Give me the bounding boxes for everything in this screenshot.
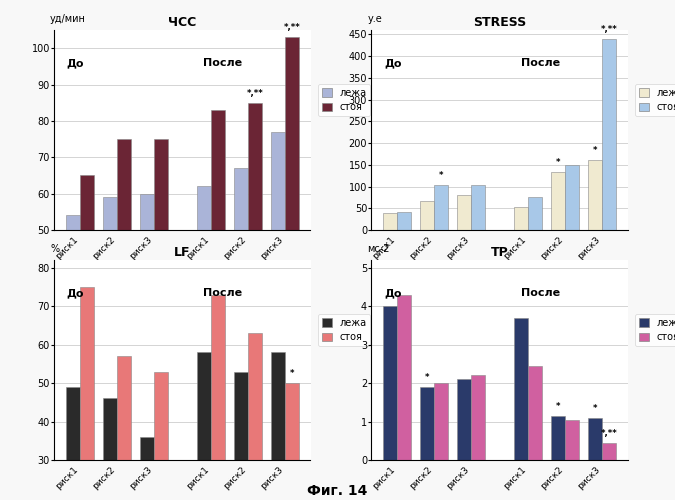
Title: ЧСС: ЧСС — [168, 16, 196, 29]
Text: *: * — [593, 146, 597, 154]
Bar — [197, 352, 211, 500]
Legend: лежа, стоя: лежа, стоя — [318, 314, 371, 346]
Bar — [397, 294, 411, 460]
Text: После: После — [520, 288, 560, 298]
Text: *: * — [593, 404, 597, 412]
Legend: лежа, стоя: лежа, стоя — [635, 314, 675, 346]
Text: *: * — [556, 158, 560, 167]
Text: До: До — [384, 288, 402, 298]
Title: STRESS: STRESS — [473, 16, 526, 29]
Bar — [103, 198, 117, 412]
Bar — [65, 387, 80, 500]
Text: После: После — [203, 58, 242, 68]
Bar — [588, 418, 602, 460]
Bar — [551, 416, 565, 460]
Text: А: А — [178, 306, 187, 319]
Text: *: * — [556, 402, 560, 411]
Text: После: После — [203, 288, 242, 298]
Bar — [271, 352, 285, 500]
Bar — [528, 198, 542, 230]
Text: *,**: *,** — [284, 24, 300, 32]
Bar — [588, 160, 602, 230]
Bar — [234, 372, 248, 500]
Text: уд/мин: уд/мин — [50, 14, 86, 24]
Bar — [154, 372, 167, 500]
Legend: лежа, стоя: лежа, стоя — [635, 84, 675, 116]
Bar — [420, 201, 434, 230]
Bar — [383, 212, 397, 230]
Bar — [528, 366, 542, 460]
Bar — [117, 139, 131, 412]
Title: TP: TP — [491, 246, 508, 259]
Text: *: * — [439, 171, 443, 180]
Title: LF: LF — [174, 246, 190, 259]
Bar — [234, 168, 248, 412]
Bar — [383, 306, 397, 460]
Bar — [197, 186, 211, 412]
Bar — [565, 420, 579, 460]
Bar — [285, 38, 299, 412]
Bar — [140, 194, 154, 412]
Text: *,**: *,** — [246, 88, 263, 98]
Text: До: До — [384, 58, 402, 68]
Text: *: * — [290, 369, 294, 378]
Bar — [117, 356, 131, 500]
Text: у.е: у.е — [367, 14, 382, 24]
Bar — [514, 208, 528, 230]
Bar — [154, 139, 167, 412]
Bar — [65, 216, 80, 412]
Text: До: До — [67, 288, 84, 298]
Text: мс-2: мс-2 — [367, 244, 390, 254]
Bar — [80, 176, 94, 412]
Bar — [471, 376, 485, 460]
Bar — [457, 379, 471, 460]
Bar — [285, 383, 299, 500]
Bar — [457, 195, 471, 230]
Bar — [434, 185, 448, 230]
Bar — [565, 165, 579, 230]
Text: *,**: *,** — [601, 428, 618, 438]
Bar — [248, 102, 262, 412]
Bar — [602, 442, 616, 460]
Bar — [551, 172, 565, 230]
Bar — [248, 333, 262, 500]
Text: Б: Б — [495, 306, 504, 319]
Bar — [211, 294, 225, 500]
Bar — [80, 287, 94, 500]
Bar — [514, 318, 528, 460]
Bar — [271, 132, 285, 412]
Bar — [420, 387, 434, 460]
Text: Фиг. 14: Фиг. 14 — [307, 484, 368, 498]
Bar — [103, 398, 117, 500]
Text: %: % — [50, 244, 59, 254]
Bar — [434, 383, 448, 460]
Text: *,**: *,** — [601, 24, 618, 34]
Bar — [140, 437, 154, 500]
Text: До: До — [67, 58, 84, 68]
Text: *: * — [425, 373, 429, 382]
Text: После: После — [520, 58, 560, 68]
Bar — [471, 185, 485, 230]
Bar — [602, 38, 616, 230]
Bar — [211, 110, 225, 412]
Legend: лежа, стоя: лежа, стоя — [318, 84, 371, 116]
Bar — [397, 212, 411, 230]
